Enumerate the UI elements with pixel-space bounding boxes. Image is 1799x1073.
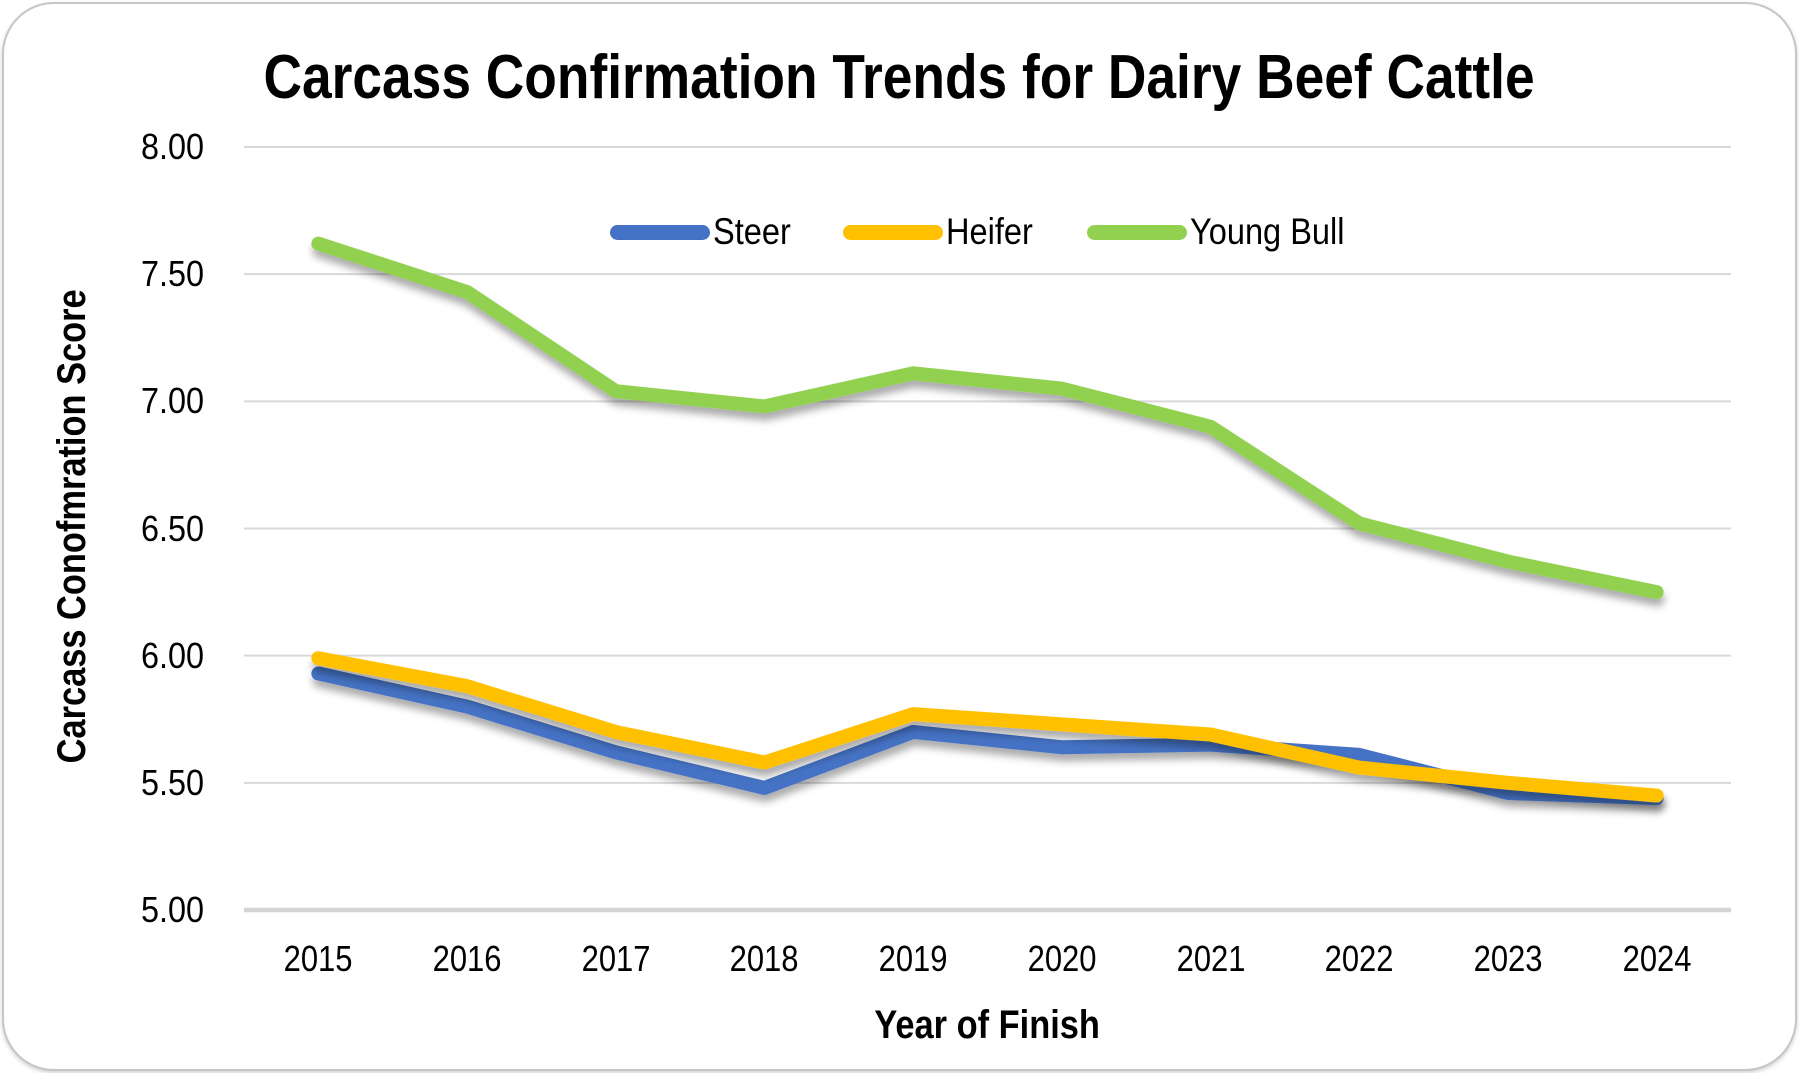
y-tick-label: 7.50 (140, 253, 204, 295)
chart-title-text: Carcass Confirmation Trends for Dairy Be… (263, 43, 1536, 112)
y-tick-label: 5.50 (140, 761, 204, 803)
y-tick-label: 6.50 (140, 507, 204, 549)
series-line-heifer (311, 651, 1664, 803)
legend-item-steer: Steer (609, 209, 801, 255)
y-tick-label: 7.00 (140, 380, 204, 422)
series-line-young-bull (311, 236, 1664, 600)
legend-swatch-young-bull (1086, 224, 1187, 240)
x-axis-title: Year of Finish (244, 1000, 1731, 1050)
legend-label: Heifer (946, 211, 1033, 252)
x-tick-label: 2024 (1622, 938, 1692, 979)
y-tick-label: 8.00 (140, 126, 204, 167)
legend-item-heifer: Heifer (843, 209, 1045, 255)
x-tick-label: 2019 (878, 938, 948, 979)
chart-title: Carcass Confirmation Trends for Dairy Be… (4, 40, 1795, 116)
x-tick-label: 2022 (1324, 938, 1394, 979)
x-tick-label: 2017 (581, 938, 651, 979)
y-tick-label: 6.00 (140, 634, 204, 676)
line-chart-canvas (244, 146, 1731, 913)
x-tick-label: 2016 (432, 938, 502, 979)
legend-label: Steer (712, 211, 791, 252)
x-tick-label: 2023 (1473, 938, 1543, 979)
legend-swatch-heifer (843, 224, 944, 240)
x-axis-title-text: Year of Finish (874, 1003, 1101, 1047)
chart-legend: Steer Heifer Young Bull (244, 209, 1731, 255)
x-tick-label: 2018 (729, 938, 799, 979)
x-tick-label: 2021 (1176, 938, 1245, 979)
y-tick-label: 5.00 (140, 889, 204, 930)
legend-label: Young Bull (1189, 211, 1345, 252)
legend-item-young-bull: Young Bull (1086, 209, 1366, 255)
x-tick-label: 2015 (283, 938, 353, 979)
x-tick-label: 2020 (1027, 938, 1097, 979)
series-lines (311, 236, 1664, 806)
gridlines (244, 146, 1731, 913)
legend-swatch-steer (609, 224, 710, 240)
